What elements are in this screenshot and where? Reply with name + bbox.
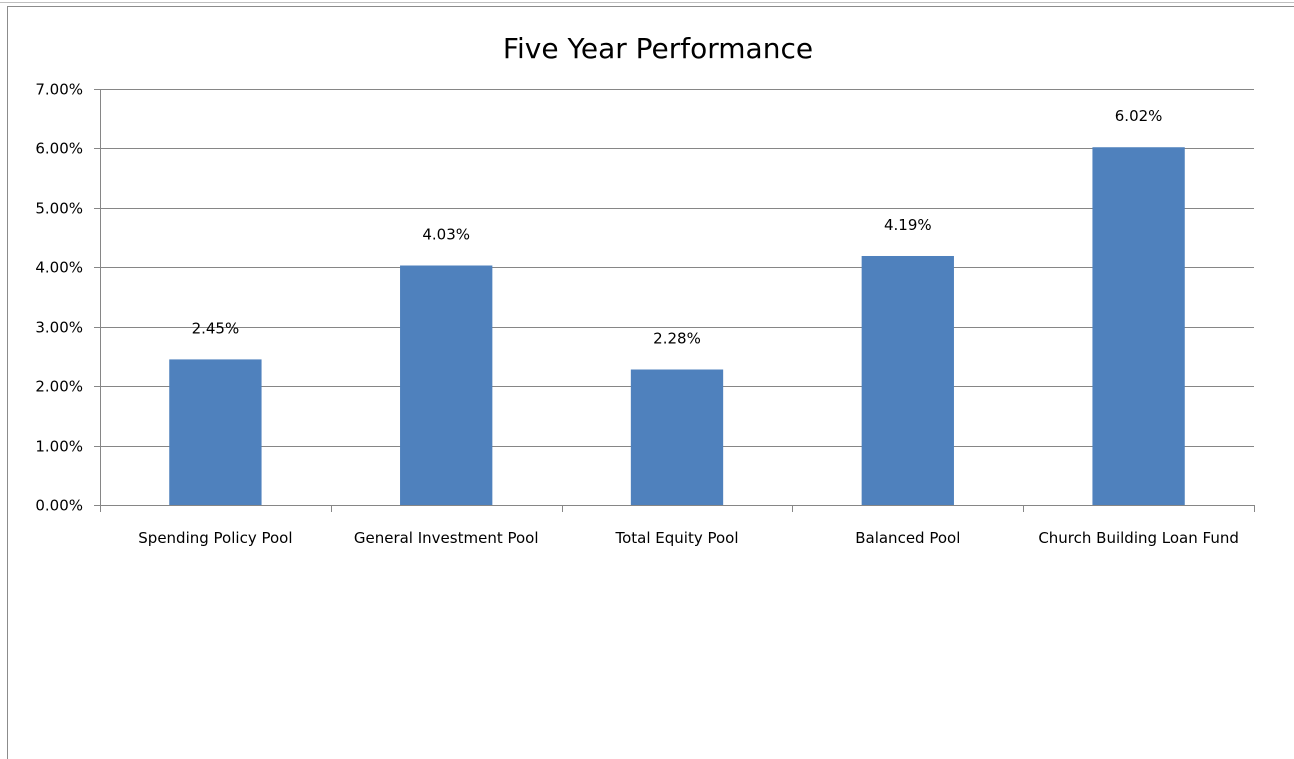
x-category-label: Balanced Pool (855, 529, 960, 547)
bar (1092, 147, 1185, 506)
bar (400, 265, 493, 505)
x-category-label: Church Building Loan Fund (1038, 529, 1239, 547)
y-tick-label: 3.00% (35, 319, 83, 337)
data-label: 6.02% (1115, 107, 1163, 125)
y-tick-label: 2.00% (35, 378, 83, 396)
x-axis-category-labels: Spending Policy Pool General Investment P… (138, 529, 1239, 547)
bar (169, 359, 262, 505)
x-category-label: General Investment Pool (354, 529, 539, 547)
axes (94, 89, 1255, 512)
data-labels: 2.45% 4.03% 2.28% 4.19% 6.02% (192, 107, 1163, 347)
bar (861, 255, 954, 505)
y-tick-label: 1.00% (35, 438, 83, 456)
bar (630, 369, 724, 505)
data-label: 2.45% (192, 319, 240, 337)
y-tick-label: 0.00% (35, 497, 83, 515)
chart-frame (7, 6, 1294, 759)
y-axis-tick-labels: 0.00% 1.00% 2.00% 3.00% 4.00% 5.00% 6.00% 7.00% (35, 81, 83, 515)
y-tick-label: 7.00% (35, 81, 83, 99)
chart-title: Five Year Performance (503, 32, 813, 65)
data-label: 4.03% (422, 226, 470, 244)
y-tick-label: 6.00% (35, 140, 83, 158)
data-label: 2.28% (653, 330, 701, 348)
y-tick-label: 5.00% (35, 200, 83, 218)
data-label: 4.19% (884, 216, 932, 234)
x-category-label: Total Equity Pool (614, 529, 738, 547)
top-border (0, 0, 1294, 3)
y-tick-label: 4.00% (35, 259, 83, 277)
x-category-label: Spending Policy Pool (138, 529, 292, 547)
bars (169, 147, 1185, 506)
